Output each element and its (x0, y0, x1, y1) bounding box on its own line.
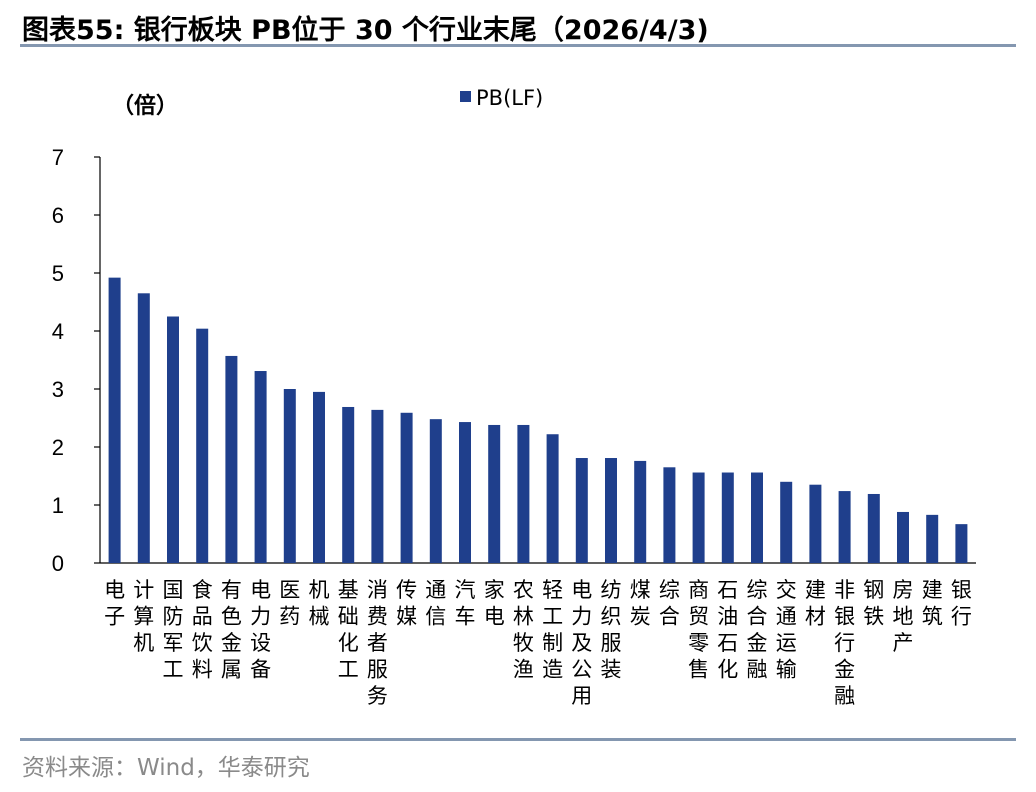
x-category-label: 房地产 (893, 578, 914, 655)
y-tick-label: 7 (52, 145, 64, 170)
x-category-label: 纺织服装 (601, 578, 622, 682)
x-category-label: 计算机 (133, 578, 154, 655)
x-category-label: 消费者服务 (367, 578, 388, 708)
x-category-label: 石油石化 (717, 578, 738, 682)
y-tick-label: 5 (52, 261, 64, 286)
y-tick-label: 1 (52, 493, 64, 518)
x-category-label: 建筑 (922, 578, 943, 629)
chart-title: 图表55: 银行板块 PB位于 30 个行业末尾（2026/4/3) (22, 15, 709, 46)
category-labels: 电子计算机国防军工食品饮料有色金属电力设备医药机械基础化工消费者服务传媒通信汽车… (104, 578, 972, 708)
x-category-label: 综合金融 (747, 578, 768, 682)
bar (605, 458, 617, 563)
bar (926, 514, 939, 563)
bar (342, 406, 355, 563)
bar (546, 434, 559, 563)
bars (108, 277, 968, 563)
x-category-label: 电力及公用 (571, 578, 592, 708)
x-category-label: 钢铁 (863, 578, 884, 629)
x-category-label: 机械 (309, 578, 330, 629)
legend-swatch (460, 91, 471, 102)
y-tick-label: 4 (52, 319, 64, 344)
x-category-label: 商贸零售 (688, 578, 709, 682)
bar (721, 472, 734, 563)
bar (459, 422, 471, 563)
x-category-label: 基础化工 (338, 578, 359, 682)
y-axis: 0 1 2 3 4 5 6 7 (52, 145, 101, 576)
top-rule (20, 44, 1016, 47)
x-category-label: 国防军工 (163, 578, 184, 682)
x-category-label: 医药 (279, 578, 300, 629)
bar (488, 424, 501, 563)
bar (371, 409, 384, 563)
bar (196, 328, 209, 563)
bar (663, 467, 676, 563)
bar (575, 458, 588, 563)
x-category-label: 电力设备 (250, 578, 271, 682)
y-tick-label: 2 (52, 435, 64, 460)
bar (313, 391, 325, 563)
bar (838, 491, 851, 563)
source-note: 资料来源：Wind，华泰研究 (22, 755, 310, 781)
x-category-label: 电子 (104, 578, 125, 629)
bar (751, 472, 763, 563)
x-category-label: 农林牧渔 (513, 578, 534, 682)
x-category-label: 交通运输 (776, 578, 797, 682)
bar (225, 355, 238, 563)
bar (429, 419, 442, 563)
y-tick-label: 0 (52, 551, 64, 576)
bar (108, 277, 121, 563)
bar (400, 412, 413, 563)
x-category-label: 家电 (484, 578, 505, 629)
x-category-label: 非银行金融 (834, 578, 855, 708)
bar (254, 371, 267, 563)
y-tick-label: 6 (52, 203, 64, 228)
x-category-label: 建材 (805, 578, 826, 629)
bottom-rule (20, 738, 1016, 741)
y-tick-label: 3 (52, 377, 64, 402)
y-unit-label: （倍） (112, 93, 178, 119)
x-category-label: 综合 (659, 578, 680, 629)
bar (897, 511, 909, 563)
x-category-label: 银行 (951, 578, 972, 629)
legend: PB(LF) (460, 86, 543, 110)
x-category-label: 通信 (425, 578, 446, 629)
bar (809, 484, 822, 563)
bar (283, 389, 296, 563)
bar (517, 424, 530, 563)
bar (137, 293, 150, 563)
x-category-label: 轻工制造 (542, 578, 563, 682)
bar (634, 460, 647, 563)
legend-label: PB(LF) (476, 86, 543, 110)
bar (167, 316, 179, 563)
x-category-label: 传媒 (396, 578, 417, 629)
x-category-label: 食品饮料 (192, 578, 213, 682)
bar (955, 524, 968, 563)
bar (780, 481, 793, 563)
x-category-label: 有色金属 (221, 578, 242, 682)
x-category-label: 煤炭 (630, 578, 651, 629)
x-category-label: 汽车 (455, 578, 476, 629)
bar (867, 493, 880, 563)
bar (692, 472, 705, 563)
